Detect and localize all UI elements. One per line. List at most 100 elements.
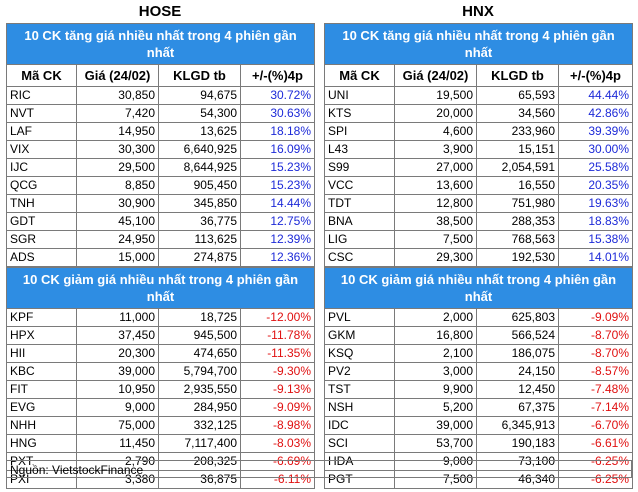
price-cell: 14,950 [76,122,159,141]
table-row: HPX 37,450 945,500 -11.78% [6,326,315,345]
volume-cell: 945,500 [158,326,241,345]
col-header-change: +/-(%)4p [557,64,634,87]
symbol-cell: SCI [324,434,395,453]
table-row: VCC 13,600 16,550 20.35% [324,176,634,195]
symbol-cell: NSH [324,398,395,417]
change-cell: -6.70% [558,416,633,435]
symbol-cell: FIT [6,380,77,399]
symbol-cell: PXI [6,470,77,489]
table-row: ADS 15,000 274,875 12.36% [6,248,316,267]
symbol-cell: ADS [6,248,77,267]
hose-gainers-heading: 10 CK tăng giá nhiều nhất trong 4 phiên … [5,23,316,65]
change-cell: -9.30% [240,362,315,381]
hose-title: HOSE [138,3,182,20]
hose-losers-heading: 10 CK giảm giá nhiều nhất trong 4 phiên … [6,267,315,309]
symbol-cell: UNI [324,86,395,105]
hnx-panel: 10 CK tăng giá nhiều nhất trong 4 phiên … [323,23,634,489]
change-cell: 44.44% [557,86,634,105]
change-cell: 12.36% [239,248,316,267]
symbol-cell: KTS [324,104,395,123]
price-cell: 9,900 [394,380,477,399]
volume-cell: 768,563 [476,230,559,249]
price-cell: 2,790 [76,452,159,471]
symbol-cell: LAF [6,122,77,141]
table-row: PGT 7,500 46,340 -6.25% [324,470,633,489]
col-header-volume: KLGD tb [476,64,559,87]
price-cell: 16,800 [394,326,477,345]
table-row: TDT 12,800 751,980 19.63% [324,194,634,213]
table-row: TNH 30,900 345,850 14.44% [6,194,316,213]
volume-cell: 12,450 [476,380,559,399]
hose-gainers-table: 10 CK tăng giá nhiều nhất trong 4 phiên … [5,23,316,267]
change-cell: 25.58% [557,158,634,177]
volume-cell: 113,625 [158,230,241,249]
symbol-cell: L43 [324,140,395,159]
volume-cell: 345,850 [158,194,241,213]
change-cell: 20.35% [557,176,634,195]
hose-losers-table: 10 CK giảm giá nhiều nhất trong 4 phiên … [6,267,315,489]
volume-cell: 566,524 [476,326,559,345]
symbol-cell: HII [6,344,77,363]
table-row: QCG 8,850 905,450 15.23% [6,176,316,195]
col-header-price: Giá (24/02) [394,64,477,87]
volume-cell: 36,775 [158,212,241,231]
symbol-cell: PGT [324,470,395,489]
symbol-cell: KPF [6,308,77,327]
price-cell: 11,450 [76,434,159,453]
table-row: LIG 7,500 768,563 15.38% [324,230,634,249]
price-cell: 3,900 [394,140,477,159]
change-cell: 30.72% [239,86,316,105]
symbol-cell: RIC [6,86,77,105]
table-row: KPF 11,000 18,725 -12.00% [6,308,315,327]
source-note: Nguồn: VietstockFinance [6,460,632,478]
price-cell: 11,000 [76,308,159,327]
price-cell: 27,000 [394,158,477,177]
table-row: KSQ 2,100 186,075 -8.70% [324,344,633,363]
price-cell: 30,900 [76,194,159,213]
price-cell: 7,420 [76,104,159,123]
volume-cell: 2,054,591 [476,158,559,177]
symbol-cell: S99 [324,158,395,177]
price-cell: 3,380 [76,470,159,489]
volume-cell: 905,450 [158,176,241,195]
change-cell: 14.44% [239,194,316,213]
volume-cell: 24,150 [476,362,559,381]
table-row: GKM 16,800 566,524 -8.70% [324,326,633,345]
change-cell: -8.98% [240,416,315,435]
volume-cell: 332,125 [158,416,241,435]
price-cell: 7,500 [394,230,477,249]
table-row: VIX 30,300 6,640,925 16.09% [6,140,316,159]
table-row: PV2 3,000 24,150 -8.57% [324,362,633,381]
symbol-cell: CSC [324,248,395,267]
volume-cell: 190,183 [476,434,559,453]
price-cell: 53,700 [394,434,477,453]
price-cell: 20,300 [76,344,159,363]
volume-cell: 274,875 [158,248,241,267]
price-cell: 8,850 [76,176,159,195]
table-row: TST 9,900 12,450 -7.48% [324,380,633,399]
change-cell: -12.00% [240,308,315,327]
symbol-cell: NVT [6,104,77,123]
price-cell: 24,950 [76,230,159,249]
table-row: FIT 10,950 2,935,550 -9.13% [6,380,315,399]
change-cell: -6.69% [240,452,315,471]
change-cell: -8.57% [558,362,633,381]
volume-cell: 6,640,925 [158,140,241,159]
change-cell: 12.39% [239,230,316,249]
hnx-gainers-header-row: Mã CK Giá (24/02) KLGD tb +/-(%)4p [324,64,634,87]
volume-cell: 192,530 [476,248,559,267]
change-cell: -9.09% [240,398,315,417]
symbol-cell: VIX [6,140,77,159]
volume-cell: 474,650 [158,344,241,363]
change-cell: 15.23% [239,158,316,177]
table-row: RIC 30,850 94,675 30.72% [6,86,316,105]
volume-cell: 13,625 [158,122,241,141]
price-cell: 39,000 [76,362,159,381]
change-cell: 15.38% [557,230,634,249]
change-cell: -8.70% [558,326,633,345]
change-cell: 19.63% [557,194,634,213]
price-cell: 3,000 [394,362,477,381]
volume-cell: 288,353 [476,212,559,231]
volume-cell: 54,300 [158,104,241,123]
hnx-gainers-table: 10 CK tăng giá nhiều nhất trong 4 phiên … [323,23,634,267]
